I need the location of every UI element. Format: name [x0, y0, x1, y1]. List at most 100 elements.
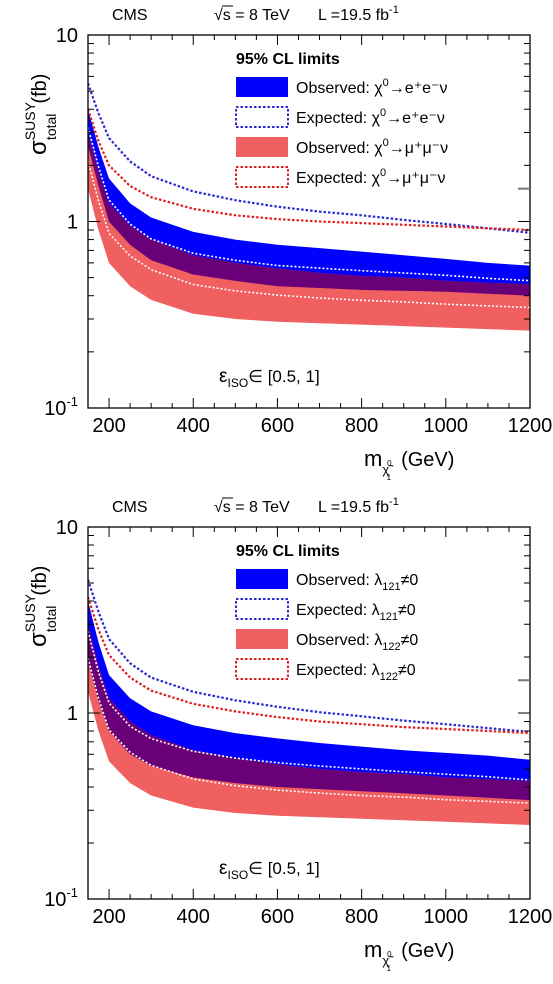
- x-tick-label: 400: [177, 415, 210, 437]
- header-experiment: CMS: [112, 499, 148, 516]
- legend-entry-particle: λ: [372, 602, 380, 619]
- legend-swatch-line: [235, 166, 289, 188]
- x-axis-m: m: [364, 937, 382, 962]
- legend-entry: Observed: χ0→μ⁺μ⁻ν: [296, 137, 448, 157]
- band-observed-electron: [88, 601, 530, 801]
- y-tick-label: 1: [67, 703, 78, 725]
- legend-entry: Expected: λ121≠0: [296, 602, 416, 623]
- legend-swatch-band: [236, 569, 288, 589]
- header-energy-text: √s = 8 TeV: [214, 7, 290, 24]
- x-axis-m: m: [364, 446, 382, 471]
- y-tick-base: 10: [44, 398, 66, 420]
- x-axis-chi-sup: 0: [387, 459, 392, 468]
- y-axis-sigma: σ: [25, 632, 52, 647]
- y-tick-exponent: -1: [66, 885, 78, 900]
- legend-entry-sub: 121: [382, 581, 400, 593]
- y-tick-label: 10-1: [44, 394, 78, 420]
- legend-entry: Observed: λ121≠0: [296, 572, 418, 593]
- y-axis-sub: total: [43, 606, 59, 632]
- plot-area: [88, 83, 530, 331]
- y-axis-sup: SUSY: [22, 101, 38, 140]
- x-tick-label: 600: [261, 906, 294, 928]
- header-energy-text: √s = 8 TeV: [214, 499, 290, 516]
- header-experiment-text: CMS: [112, 7, 148, 24]
- x-axis-chi: χ̃: [382, 462, 394, 477]
- x-axis-chi-sub: 1: [387, 964, 392, 973]
- band-overlap: [88, 624, 530, 801]
- legend-entry-sup: 0: [380, 167, 386, 179]
- expected-line-1: [88, 579, 530, 734]
- legend-entry-rest: →μ⁺μ⁻ν: [386, 170, 445, 187]
- y-axis-unit: (fb): [29, 566, 51, 596]
- header-experiment: CMS: [112, 7, 148, 24]
- x-tick-label: 1000: [424, 906, 469, 928]
- legend-entry-particle: χ: [372, 170, 381, 187]
- legend-entry: Expected: χ0→μ⁺μ⁻ν: [296, 167, 445, 187]
- header-lumi: L =19.5 fb-1: [318, 496, 399, 516]
- header-lumi-text: L =19.5 fb: [318, 499, 389, 516]
- legend-entry-prefix: Observed:: [296, 572, 374, 589]
- y-axis-sigma: σ: [25, 140, 52, 155]
- legend-swatch-line: [235, 658, 289, 680]
- legend-entry: Expected: λ122≠0: [296, 662, 416, 683]
- legend-entry-rest: ≠0: [398, 662, 416, 679]
- legend-entry-prefix: Expected:: [296, 110, 372, 127]
- legend-entry-sub: 122: [382, 641, 400, 653]
- header-energy: √s = 8 TeV: [214, 499, 290, 516]
- annotation-iso: εISO∈ [0.5, 1]: [219, 858, 320, 882]
- y-axis-unit: (fb): [29, 74, 51, 104]
- y-axis-label: σSUSY total (fb): [22, 74, 59, 155]
- band-median-line-2: [88, 160, 530, 309]
- x-tick-label: 400: [177, 906, 210, 928]
- expected-line-2: [88, 108, 530, 232]
- legend-entry-rest: →μ⁺μ⁻ν: [389, 140, 448, 157]
- legend-entry-particle: λ: [374, 572, 382, 589]
- x-tick-label: 1200: [508, 906, 553, 928]
- header-lumi-exp: -1: [389, 496, 399, 508]
- annotation-range: ∈ [0.5, 1]: [248, 367, 320, 386]
- legend-entry: Observed: χ0→e⁺e⁻ν: [296, 77, 447, 97]
- legend-entry-prefix: Expected:: [296, 662, 372, 679]
- header-experiment-text: CMS: [112, 499, 148, 516]
- plot-area: [88, 579, 530, 825]
- annotation-sub: ISO: [227, 376, 248, 390]
- legend-entry-prefix: Observed:: [296, 80, 374, 97]
- x-tick-label: 1000: [424, 415, 469, 437]
- legend-entry-sup: 0: [380, 107, 386, 119]
- y-axis-sup: SUSY: [22, 593, 38, 632]
- x-tick-label: 800: [345, 906, 378, 928]
- legend-entry-prefix: Expected:: [296, 170, 372, 187]
- y-tick-base: 10: [56, 25, 78, 47]
- annotation-epsilon: ε: [219, 858, 228, 879]
- annotation-iso: εISO∈ [0.5, 1]: [219, 366, 320, 390]
- legend-entry-sub: 121: [380, 611, 398, 623]
- x-axis-label: mχ̃0 1 (GeV): [364, 446, 454, 482]
- legend-entry: Observed: λ122≠0: [296, 632, 418, 653]
- legend-entry-particle: λ: [372, 662, 380, 679]
- legend-swatch-line: [235, 598, 289, 620]
- x-tick-label: 1200: [508, 415, 553, 437]
- y-tick-exponent: -1: [66, 394, 78, 409]
- legend-entry-particle: λ: [374, 632, 382, 649]
- legend-entry: Expected: χ0→e⁺e⁻ν: [296, 107, 445, 127]
- header-energy: √s = 8 TeV: [214, 7, 290, 24]
- band-median-line-1: [88, 127, 530, 282]
- legend-entry-prefix: Observed:: [296, 140, 374, 157]
- x-axis-unit: (GeV): [401, 449, 454, 471]
- x-tick-label: 200: [92, 906, 125, 928]
- legend-entry-sub: 122: [380, 671, 398, 683]
- x-axis-label: mχ̃0 1 (GeV): [364, 937, 454, 973]
- legend-entry-rest: →e⁺e⁻ν: [389, 80, 448, 97]
- y-axis-sub: total: [43, 114, 59, 140]
- expected-line-2: [88, 596, 530, 735]
- legend-entry-prefix: Observed:: [296, 632, 374, 649]
- legend-entry-particle: χ: [372, 110, 381, 127]
- band-median-line-1: [88, 630, 530, 781]
- legend-entry-sup: 0: [383, 77, 389, 89]
- legend-entry-particle: χ: [374, 140, 383, 157]
